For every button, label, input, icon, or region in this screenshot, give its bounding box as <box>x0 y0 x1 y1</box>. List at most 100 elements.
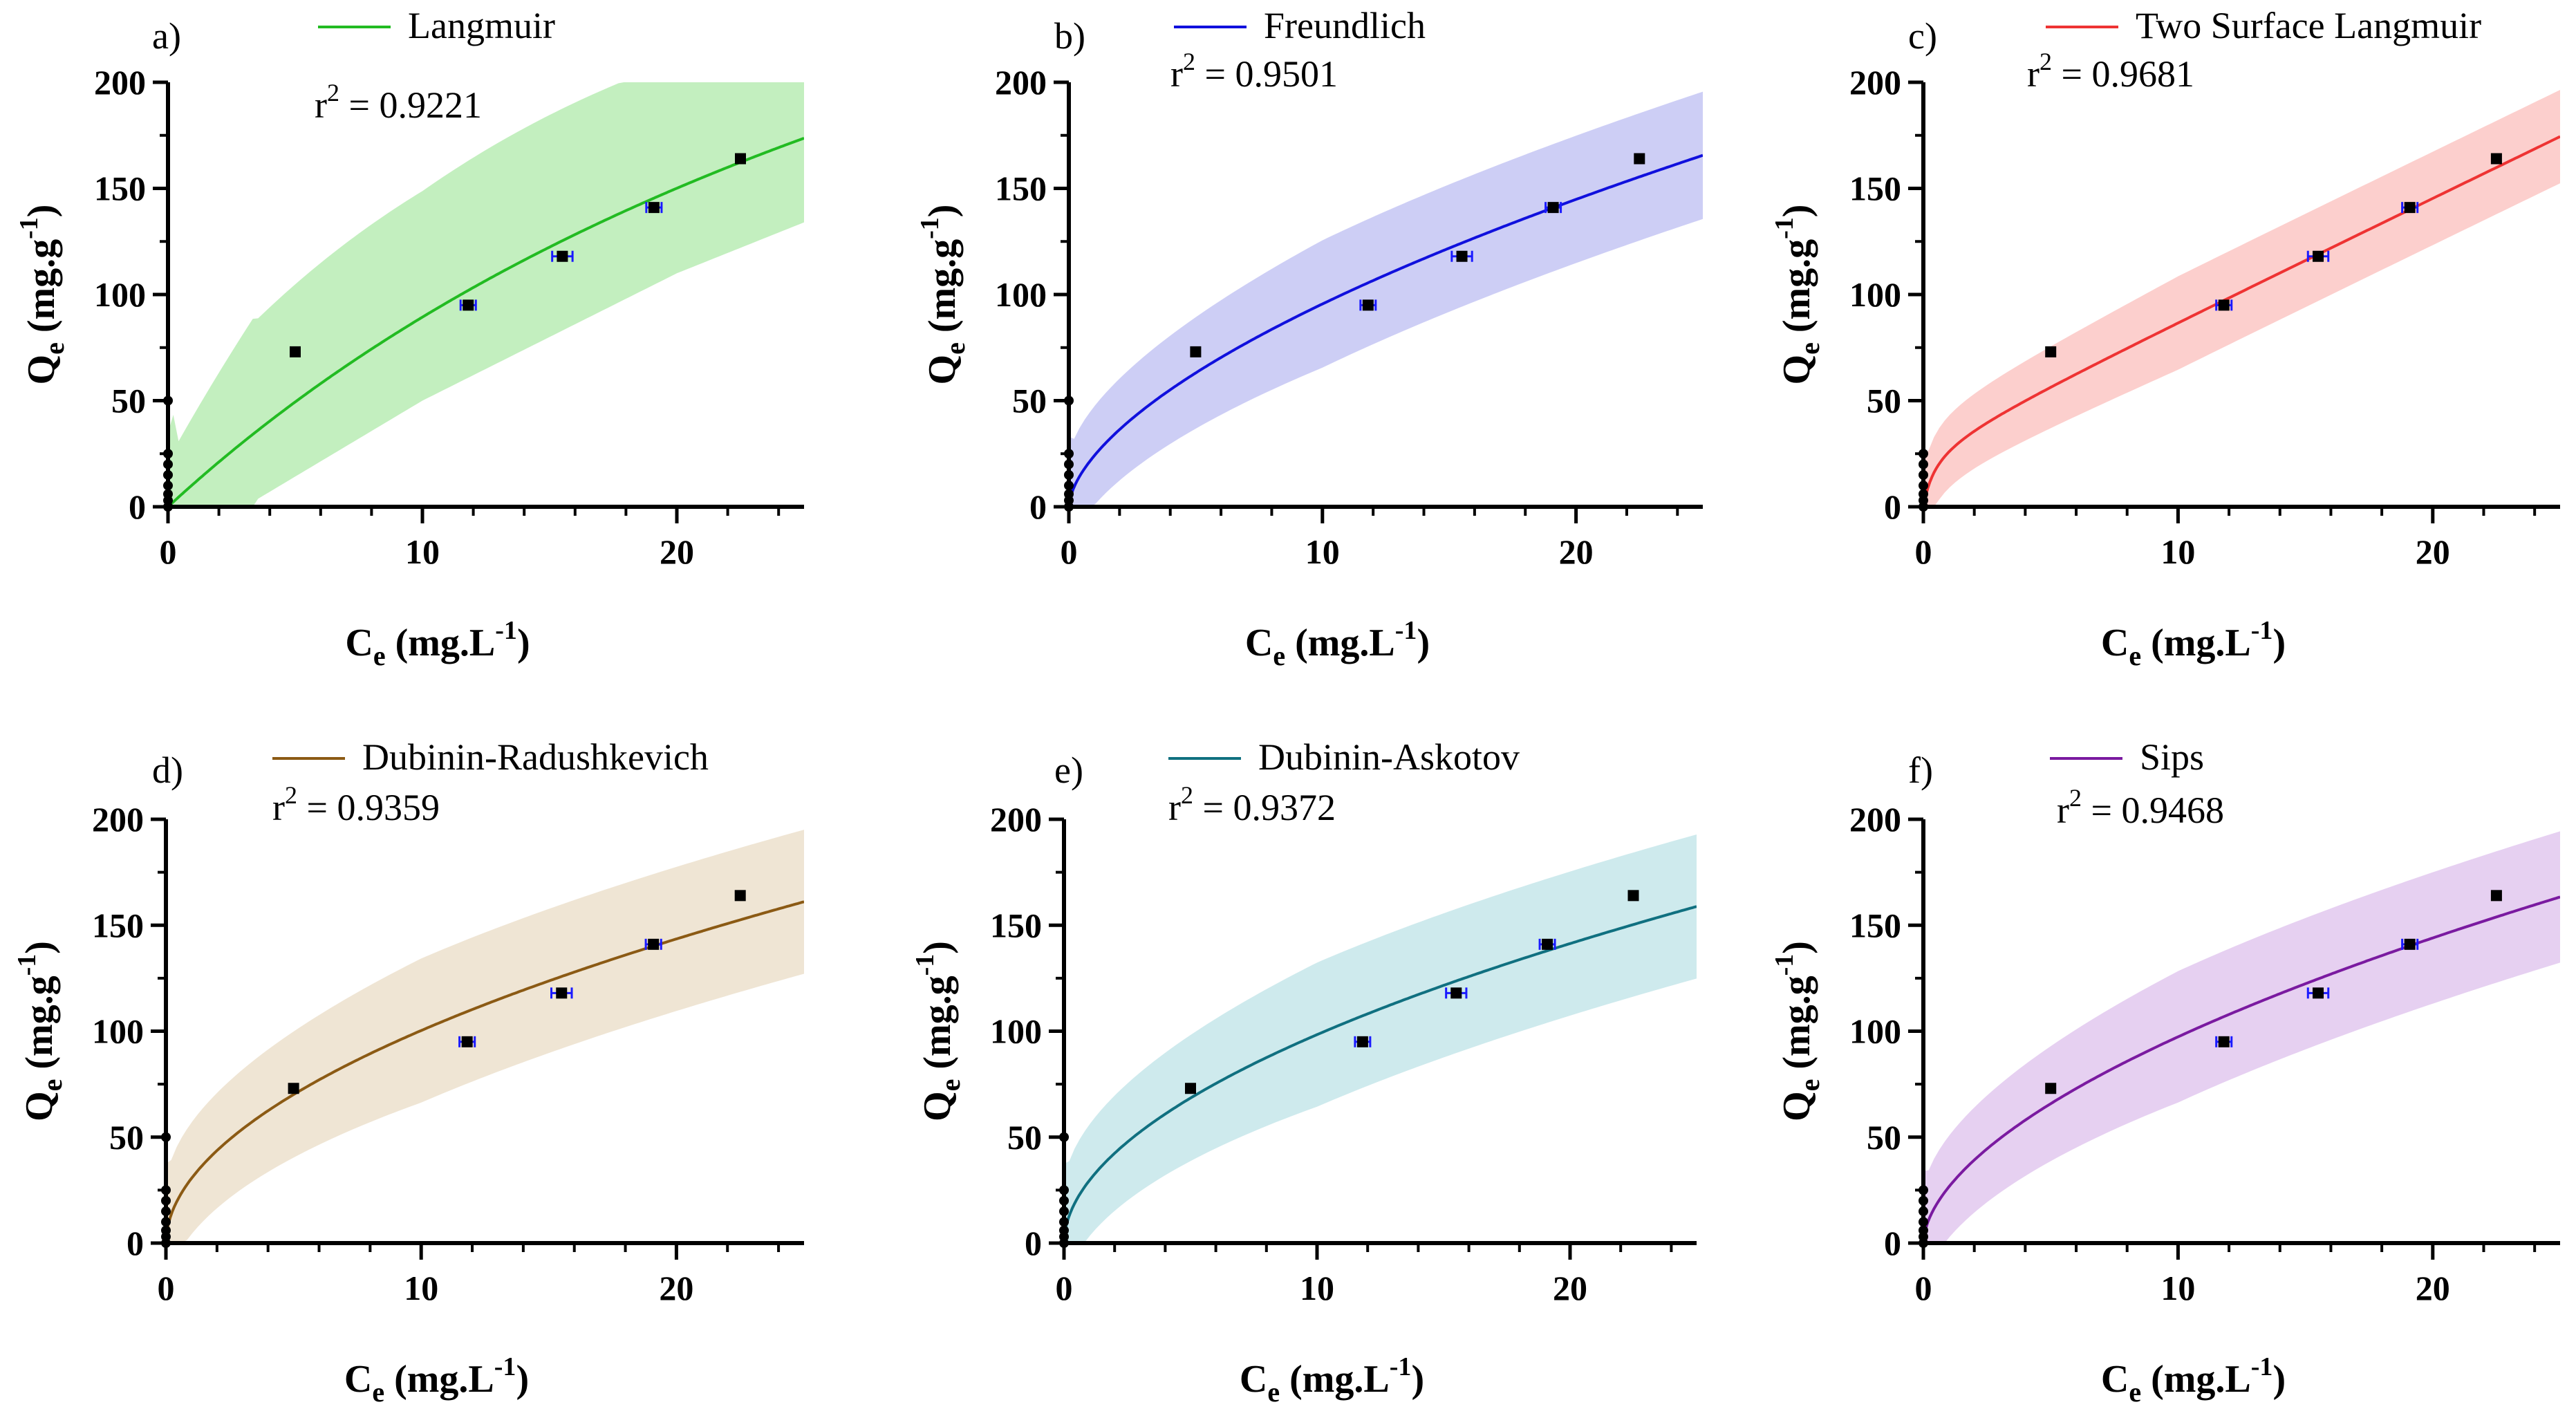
data-point <box>1919 449 1928 459</box>
chart-panel-e: 0 50 100 150 200 0 10 20 Ce (mg.L-1) Qe (mg.g-1) e… <box>911 736 1697 1408</box>
y-tick-label: 0 <box>1025 1224 1042 1262</box>
r2-value: r2 = 0.9681 <box>2027 48 2194 95</box>
data-point <box>2218 1036 2230 1047</box>
x-axis-title: Ce (mg.L-1) <box>345 616 530 671</box>
y-axis-title: Qe (mg.g-1) <box>1770 941 1825 1121</box>
data-point <box>1919 469 1928 480</box>
data-point <box>161 1217 171 1227</box>
y-tick-label: 200 <box>1849 63 1901 102</box>
y-tick-label: 150 <box>1849 906 1901 944</box>
confidence-band <box>168 82 804 507</box>
x-axis-title: Ce (mg.L-1) <box>2101 616 2286 671</box>
y-tick-label: 200 <box>995 63 1047 102</box>
x-tick-label: 10 <box>405 532 440 571</box>
data-point <box>1450 987 1462 999</box>
y-tick-label: 200 <box>92 800 144 839</box>
fit-curve <box>166 900 804 1243</box>
x-tick-label: 20 <box>2416 1269 2450 1307</box>
y-axis-title: Qe (mg.g-1) <box>1770 205 1825 385</box>
r2-value: r2 = 0.9359 <box>272 781 440 828</box>
data-point <box>290 346 301 357</box>
r2-value: r2 = 0.9221 <box>315 79 482 126</box>
y-axis-title: Qe (mg.g-1) <box>915 205 971 385</box>
data-point <box>1919 1206 1928 1217</box>
data-point <box>1064 489 1074 499</box>
y-tick-label: 50 <box>1867 382 1901 420</box>
data-point <box>288 1083 299 1094</box>
data-point <box>1064 469 1074 480</box>
data-point <box>734 890 746 902</box>
r2-value: r2 = 0.9372 <box>1168 781 1336 828</box>
data-point <box>1456 250 1468 262</box>
x-tick-label: 10 <box>1300 1269 1334 1307</box>
y-tick-label: 100 <box>1849 275 1901 314</box>
data-point <box>163 481 173 491</box>
x-tick-label: 0 <box>158 1269 175 1307</box>
x-tick-label: 0 <box>1061 532 1078 571</box>
y-axis-title: Qe (mg.g-1) <box>12 941 68 1121</box>
y-tick-label: 150 <box>1849 169 1901 208</box>
legend-label: Dubinin-Radushkevich <box>362 736 709 778</box>
data-point <box>556 987 568 999</box>
y-tick-label: 0 <box>129 487 146 526</box>
data-point <box>1919 489 1928 499</box>
data-point <box>1059 1185 1069 1195</box>
data-point <box>1542 938 1553 950</box>
data-point <box>1185 1083 1196 1094</box>
chart-panel-b: 0 50 100 150 200 0 10 20 Ce (mg.L-1) Qe (mg.g-1) b… <box>915 5 1703 671</box>
data-point <box>1919 1225 1928 1235</box>
x-tick-label: 20 <box>1559 532 1594 571</box>
data-point <box>1627 890 1639 902</box>
y-tick-label: 50 <box>111 382 146 420</box>
data-point <box>1059 1132 1069 1142</box>
data-point <box>2313 250 2324 262</box>
data-point <box>1190 346 1202 357</box>
data-point <box>161 1185 171 1195</box>
x-tick-label: 20 <box>659 1269 693 1307</box>
data-point <box>1362 299 1374 311</box>
y-tick-label: 0 <box>1029 487 1047 526</box>
fit-curve <box>1069 153 1703 507</box>
confidence-band <box>1064 834 1697 1243</box>
data-point <box>161 1132 171 1142</box>
y-tick-label: 200 <box>990 800 1042 839</box>
x-tick-label: 20 <box>2416 532 2450 571</box>
data-point <box>163 395 173 406</box>
panel-label: b) <box>1054 15 1085 57</box>
confidence-band <box>1923 831 2560 1243</box>
y-tick-label: 50 <box>1867 1118 1901 1157</box>
x-axis-title: Ce (mg.L-1) <box>1245 616 1430 671</box>
data-point <box>1064 481 1074 491</box>
data-point <box>2045 1083 2057 1094</box>
data-point <box>161 1225 171 1235</box>
y-tick-label: 150 <box>94 169 146 208</box>
y-tick-label: 0 <box>127 1224 144 1262</box>
chart-panel-a: 0 50 100 150 200 0 10 20 Ce (mg.L-1) Qe (mg.g-1) a… <box>15 5 804 671</box>
data-point <box>163 449 173 459</box>
data-point <box>1634 153 1645 165</box>
data-point <box>2313 987 2324 999</box>
r2-value: r2 = 0.9501 <box>1170 48 1338 95</box>
y-tick-label: 150 <box>995 169 1047 208</box>
data-point <box>163 459 173 469</box>
x-tick-label: 10 <box>404 1269 438 1307</box>
y-tick-label: 100 <box>995 275 1047 314</box>
data-point <box>1059 1225 1069 1235</box>
data-point <box>1919 1185 1928 1195</box>
data-point <box>648 202 660 214</box>
x-tick-label: 0 <box>1915 1269 1932 1307</box>
panel-label: d) <box>152 749 183 791</box>
data-point <box>463 299 474 311</box>
chart-panel-f: 0 50 100 150 200 0 10 20 Ce (mg.L-1) Qe (mg.g-1) f… <box>1770 736 2560 1408</box>
y-tick-label: 100 <box>92 1012 144 1051</box>
data-point <box>1064 459 1074 469</box>
data-point <box>2218 299 2230 311</box>
fit-curve <box>1923 895 2560 1243</box>
y-tick-label: 200 <box>1849 800 1901 839</box>
x-axis-title: Ce (mg.L-1) <box>344 1352 529 1408</box>
data-point <box>2045 346 2057 357</box>
y-tick-label: 100 <box>1849 1012 1901 1051</box>
data-point <box>2490 153 2502 165</box>
data-point <box>1059 1206 1069 1217</box>
